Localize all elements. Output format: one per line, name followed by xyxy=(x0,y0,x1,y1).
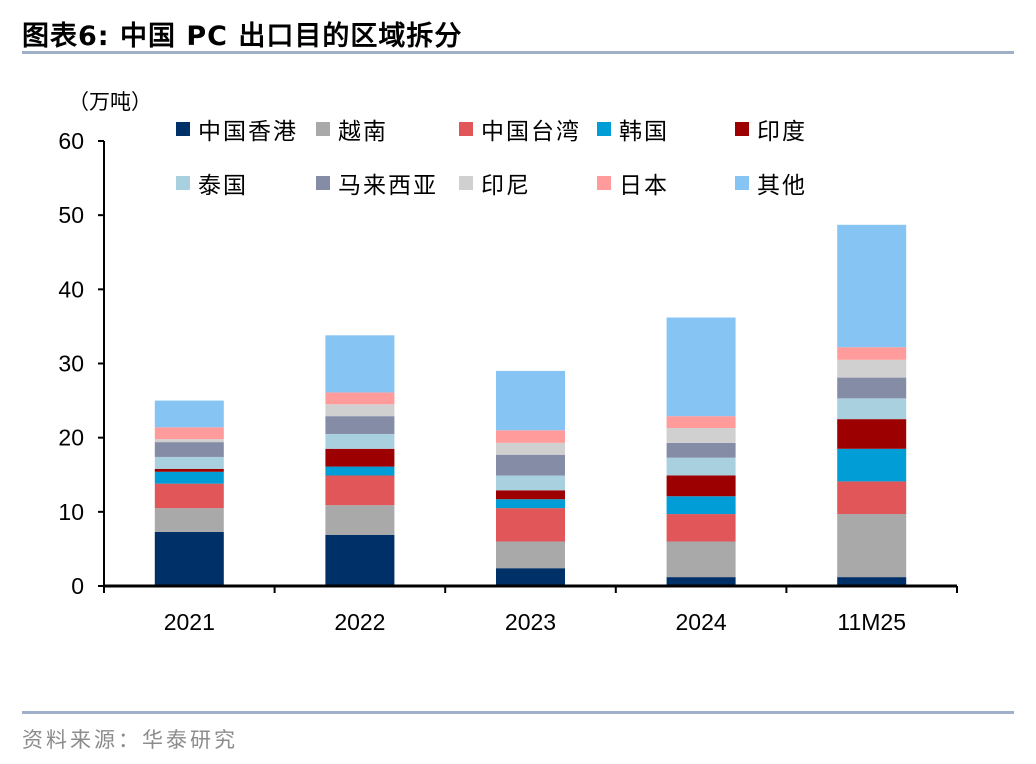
bar-segment xyxy=(154,400,224,428)
source-note: 资料来源：华泰研究 xyxy=(22,728,238,752)
bar-segment xyxy=(666,541,736,578)
bar-segment xyxy=(496,541,565,569)
legend-label: 其他 xyxy=(757,173,807,199)
legend-label: 中国台湾 xyxy=(481,119,581,145)
legend-swatch xyxy=(176,122,190,136)
y-tick-label: 60 xyxy=(58,128,84,154)
bar-segment xyxy=(666,442,736,458)
y-tick-label: 30 xyxy=(58,351,84,377)
bar-segment xyxy=(325,505,395,535)
legend-swatch xyxy=(316,122,330,136)
bar-segment xyxy=(325,448,395,467)
legend-item: 印尼 xyxy=(459,166,531,200)
legend-label: 泰国 xyxy=(198,173,248,199)
bar-segment xyxy=(496,430,565,443)
bar-segment xyxy=(154,456,224,469)
y-tick-label: 50 xyxy=(58,202,84,228)
bar-segment xyxy=(325,416,395,434)
legend-label: 印度 xyxy=(757,119,807,145)
bar-segment xyxy=(154,427,224,440)
bar-segment xyxy=(154,471,224,484)
legend-item: 泰国 xyxy=(176,166,248,200)
legend-label: 印尼 xyxy=(481,173,531,199)
legend-item: 中国台湾 xyxy=(459,112,581,146)
legend-swatch xyxy=(459,122,473,136)
legend-swatch xyxy=(316,176,330,190)
title-divider xyxy=(22,51,1014,54)
x-tick-label: 2021 xyxy=(164,609,215,635)
bar-segment xyxy=(496,475,565,491)
bar-segment xyxy=(496,370,565,431)
bar-segment xyxy=(325,404,395,417)
legend-swatch xyxy=(176,176,190,190)
bar-segment xyxy=(496,568,565,586)
legend-item: 其他 xyxy=(735,166,807,200)
bar-segment xyxy=(837,359,907,378)
bar-segment xyxy=(496,490,565,500)
bar-segment xyxy=(325,392,395,405)
bar-segment xyxy=(496,454,565,476)
bar-segment xyxy=(666,457,736,476)
bar-segment xyxy=(154,439,224,443)
bar-segment xyxy=(837,577,907,586)
bar-segment xyxy=(837,224,907,348)
legend-swatch xyxy=(597,176,611,190)
figure-title: 图表6: 中国 PC 出口目的区域拆分 xyxy=(22,21,463,52)
bar-segment xyxy=(837,448,907,482)
bar-segment xyxy=(666,416,736,429)
y-tick-label: 10 xyxy=(58,499,84,525)
legend-item: 中国香港 xyxy=(176,112,298,146)
bar-segment xyxy=(666,496,736,515)
legend-label: 日本 xyxy=(619,173,669,199)
bar-segment xyxy=(154,442,224,457)
y-tick-label: 40 xyxy=(58,276,84,302)
bar-segment xyxy=(666,514,736,542)
bar-segment xyxy=(837,398,907,420)
legend-swatch xyxy=(459,176,473,190)
legend-swatch xyxy=(597,122,611,136)
x-tick-label: 2023 xyxy=(505,609,556,635)
legend-item: 韩国 xyxy=(597,112,669,146)
bar-segment xyxy=(325,335,395,393)
bar-segment xyxy=(154,531,224,586)
bar-segment xyxy=(666,317,736,417)
bar-segment xyxy=(325,534,395,586)
bar-segment xyxy=(496,508,565,542)
legend-item: 印度 xyxy=(735,112,807,146)
legend-label: 韩国 xyxy=(619,119,669,145)
bar-segment xyxy=(325,475,395,506)
legend-swatch xyxy=(735,176,749,190)
bar-segment xyxy=(837,377,907,399)
legend-label: 马来西亚 xyxy=(338,173,438,199)
bar-segment xyxy=(837,419,907,449)
x-tick-label: 2024 xyxy=(676,609,727,635)
bar-segment xyxy=(154,468,224,472)
bar-segment xyxy=(837,347,907,360)
footer-divider xyxy=(22,711,1014,714)
bar-segment xyxy=(837,481,907,515)
bar-segment xyxy=(325,466,395,476)
legend-item: 越南 xyxy=(316,112,388,146)
legend-item: 日本 xyxy=(597,166,669,200)
bar-segment xyxy=(154,483,224,509)
bar-segment xyxy=(666,475,736,497)
y-axis-unit: （万吨） xyxy=(68,90,152,114)
x-tick-label: 11M25 xyxy=(837,609,906,635)
legend-item: 马来西亚 xyxy=(316,166,438,200)
bar-segment xyxy=(496,442,565,455)
bar-segment xyxy=(837,514,907,578)
bar-segment xyxy=(666,577,736,586)
bar-segment xyxy=(496,499,565,509)
legend-swatch xyxy=(735,122,749,136)
y-tick-label: 20 xyxy=(58,425,84,451)
y-tick-label: 0 xyxy=(71,573,84,599)
x-tick-label: 2022 xyxy=(334,609,385,635)
bar-segment xyxy=(666,428,736,443)
bar-segment xyxy=(325,433,395,449)
legend-label: 中国香港 xyxy=(198,119,298,145)
legend-label: 越南 xyxy=(338,119,388,145)
bar-segment xyxy=(154,508,224,532)
